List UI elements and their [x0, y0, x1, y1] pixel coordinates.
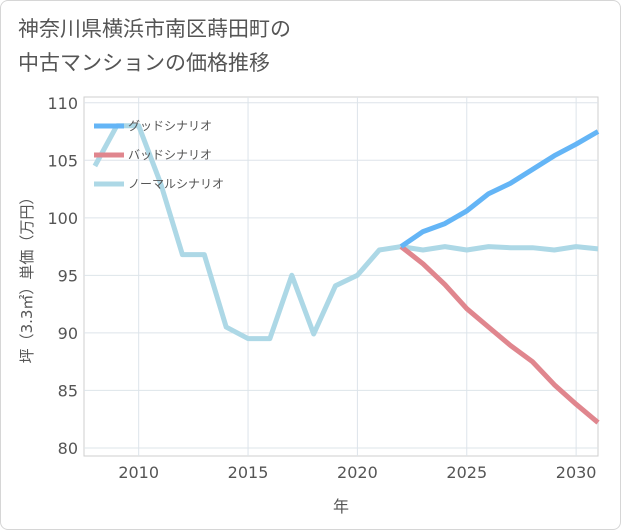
- x-tick-label: 2015: [228, 463, 269, 482]
- x-tick-label: 2010: [118, 463, 159, 482]
- x-tick-label: 2025: [446, 463, 487, 482]
- legend-label: グッドシナリオ: [128, 119, 212, 133]
- y-tick-label: 100: [47, 209, 78, 228]
- y-tick-label: 105: [47, 151, 78, 170]
- x-axis-title: 年: [333, 497, 349, 516]
- series-line-1: [399, 244, 600, 425]
- y-axis-title: 坪（3.3㎡）単価（万円）: [18, 190, 36, 364]
- title-line-2: 中古マンションの価格推移: [18, 51, 270, 75]
- series-line-2: [92, 123, 599, 342]
- y-tick-label: 110: [47, 94, 78, 113]
- plot-area: [83, 96, 599, 457]
- y-tick-label: 95: [58, 266, 78, 285]
- y-tick-label: 85: [58, 381, 78, 400]
- title-line-1: 神奈川県横浜市南区蒔田町の: [18, 17, 291, 41]
- legend-label: ノーマルシナリオ: [128, 177, 224, 191]
- legend-label: バッドシナリオ: [128, 148, 212, 162]
- x-tick-label: 2020: [337, 463, 378, 482]
- series-line-0: [399, 129, 600, 249]
- page-title: 神奈川県横浜市南区蒔田町の 中古マンションの価格推移: [18, 12, 578, 80]
- y-tick-label: 90: [58, 324, 78, 343]
- x-tick-label: 2030: [556, 463, 597, 482]
- y-tick-label: 80: [58, 439, 78, 458]
